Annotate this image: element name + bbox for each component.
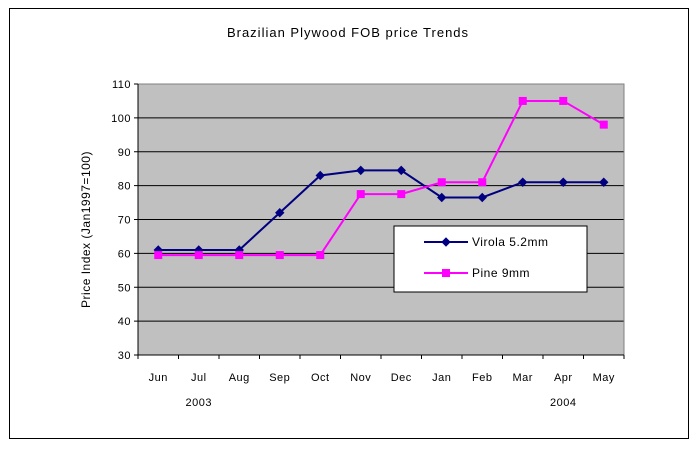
y-axis-ticks: 30 40 50 60 70 80 90 100 110 bbox=[111, 79, 138, 362]
y-tick-label: 50 bbox=[118, 282, 131, 294]
y-tick-label: 80 bbox=[118, 181, 131, 193]
year-label: 2003 bbox=[186, 397, 212, 409]
data-point bbox=[437, 178, 446, 187]
series-line bbox=[158, 169, 604, 251]
x-tick-label: Jul bbox=[191, 372, 207, 384]
x-axis-ticks: Jun Jul Aug Sep Oct Nov Dec Jan Feb Mar Apr May bbox=[137, 355, 625, 384]
data-point bbox=[559, 96, 568, 105]
x-tick-label: Dec bbox=[391, 372, 412, 384]
data-point bbox=[356, 165, 366, 176]
data-point bbox=[437, 192, 447, 203]
data-point bbox=[194, 251, 203, 260]
y-tick-label: 90 bbox=[118, 147, 131, 159]
y-tick-label: 30 bbox=[118, 350, 131, 362]
data-point bbox=[275, 208, 285, 218]
legend-swatch-marker bbox=[441, 237, 451, 247]
data-point bbox=[558, 177, 568, 187]
data-point bbox=[315, 170, 325, 181]
year-label: 2004 bbox=[550, 397, 576, 409]
x-tick-label: Jun bbox=[149, 372, 168, 384]
data-point bbox=[599, 177, 609, 187]
data-point bbox=[518, 177, 528, 187]
x-tick-label: Apr bbox=[554, 372, 573, 384]
chart-frame bbox=[9, 8, 689, 439]
data-point bbox=[154, 251, 163, 260]
data-point bbox=[396, 165, 406, 176]
x-tick-label: Jan bbox=[432, 372, 451, 384]
y-axis-title: Price Index (Jan1997=100) bbox=[79, 151, 93, 308]
x-tick-label: Aug bbox=[229, 372, 250, 384]
series-1 bbox=[154, 96, 608, 260]
y-tick-label: 100 bbox=[111, 113, 131, 125]
x-tick-label: Sep bbox=[269, 372, 290, 384]
legend: Virola 5.2mm Pine 9mm bbox=[393, 225, 588, 293]
x-tick-label: Mar bbox=[513, 372, 533, 384]
x-tick-label: Oct bbox=[311, 372, 330, 384]
legend-label: Virola 5.2mm bbox=[472, 235, 548, 249]
y-tick-label: 40 bbox=[118, 316, 131, 328]
data-point bbox=[478, 178, 487, 187]
data-point bbox=[518, 96, 527, 105]
series-line bbox=[158, 99, 605, 257]
legend-label: Pine 9mm bbox=[472, 266, 530, 280]
series-0 bbox=[153, 165, 609, 255]
series-group bbox=[153, 96, 609, 260]
data-point bbox=[397, 190, 406, 199]
data-point bbox=[235, 251, 244, 260]
legend-swatch-marker bbox=[442, 269, 450, 277]
y-tick-label: 60 bbox=[118, 248, 131, 260]
data-point bbox=[477, 192, 487, 203]
x-tick-label: May bbox=[593, 372, 615, 384]
x-tick-label: Feb bbox=[472, 372, 492, 384]
data-point bbox=[356, 190, 365, 199]
y-tick-label: 70 bbox=[118, 215, 131, 227]
chart-title: Brazilian Plywood FOB price Trends bbox=[227, 25, 469, 40]
legend-box bbox=[393, 225, 588, 293]
x-tick-label: Nov bbox=[350, 372, 371, 384]
y-tick-label: 110 bbox=[112, 79, 131, 91]
data-point bbox=[316, 251, 325, 260]
data-point bbox=[275, 251, 284, 260]
year-labels: 2003 2004 bbox=[186, 397, 576, 409]
data-point bbox=[599, 120, 608, 129]
